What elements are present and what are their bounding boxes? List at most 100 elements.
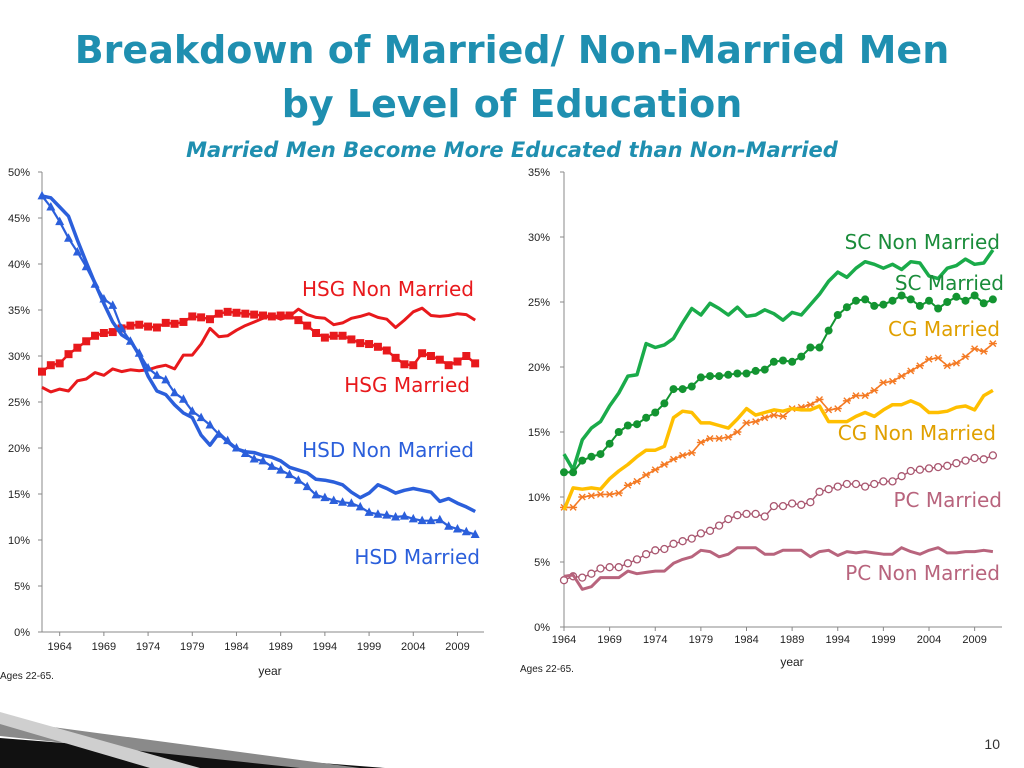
- right-point-cg-married: [988, 340, 997, 348]
- right-point-sc-married: [760, 365, 769, 374]
- right-point-pc-married: [687, 534, 696, 543]
- left-point-hsg-non-married: [91, 331, 100, 340]
- left-point-hsd-married: [267, 461, 277, 470]
- right-point-sc-married: [888, 296, 897, 305]
- right-label-cg-married: CG Married: [888, 317, 1000, 341]
- left-x-tick-label: 1989: [268, 641, 292, 653]
- left-point-hsd-married: [391, 512, 401, 521]
- left-line-hsg-non-married: [41, 310, 476, 373]
- left-point-hsd-married: [435, 514, 445, 524]
- right-point-sc-married: [642, 413, 651, 422]
- right-point-sc-married: [797, 352, 806, 361]
- left-point-hsd-married: [373, 509, 383, 518]
- right-point-cg-married: [934, 354, 943, 362]
- right-line-sc-non-married: [562, 248, 995, 472]
- left-x-tick-label: 1984: [224, 641, 248, 653]
- left-x-tick-label: 1974: [136, 641, 160, 653]
- right-point-sc-married: [569, 468, 578, 477]
- left-y-tick-label: 10%: [8, 535, 30, 547]
- left-point-hsd-married: [134, 348, 144, 357]
- right-point-cg-married: [678, 451, 687, 459]
- left-point-hsg-non-married: [356, 339, 365, 348]
- left-point-hsd-married: [37, 190, 47, 200]
- right-point-pc-married: [641, 550, 651, 559]
- left-y-tick-label: 15%: [8, 489, 30, 501]
- left-point-hsg-non-married: [73, 343, 82, 352]
- left-point-hsd-married: [64, 233, 74, 242]
- right-point-pc-married: [833, 482, 842, 491]
- left-point-hsg-non-married: [135, 320, 144, 329]
- right-point-sc-married: [988, 295, 997, 304]
- left-point-hsg-non-married: [241, 309, 250, 318]
- left-point-hsd-married: [161, 374, 171, 384]
- right-chart-note: Ages 22-65.: [520, 664, 574, 675]
- right-x-tick-label: 2004: [917, 634, 941, 646]
- left-point-hsg-non-married: [117, 324, 126, 333]
- right-x-tick-label: 1969: [597, 634, 621, 646]
- right-label-pc-non-married: PC Non Married: [845, 561, 1000, 585]
- left-point-hsd-married: [470, 529, 480, 538]
- left-y-tick-label: 30%: [8, 351, 30, 363]
- right-point-cg-married: [906, 367, 915, 375]
- right-point-pc-married: [888, 477, 897, 486]
- right-point-pc-married: [651, 546, 660, 555]
- right-point-cg-married: [605, 490, 614, 498]
- left-point-hsd-married: [338, 497, 348, 506]
- left-chart-note: Ages 22-65.: [0, 671, 54, 682]
- left-point-hsd-married: [346, 498, 356, 507]
- right-point-cg-married: [696, 438, 705, 446]
- left-point-hsg-non-married: [382, 346, 391, 355]
- left-point-hsd-married: [46, 201, 56, 211]
- left-point-hsg-non-married: [285, 311, 294, 320]
- right-point-sc-married: [788, 357, 797, 366]
- right-point-pc-married: [559, 576, 569, 585]
- right-line-sc-married: [564, 294, 994, 474]
- right-point-pc-married: [988, 451, 998, 460]
- left-point-hsd-married: [417, 515, 427, 525]
- left-point-hsd-married: [452, 523, 462, 533]
- left-point-hsd-married: [320, 492, 330, 502]
- right-point-cg-married: [587, 492, 596, 500]
- right-point-pc-married: [979, 455, 988, 464]
- left-point-hsg-non-married: [391, 353, 400, 362]
- left-point-hsd-married: [249, 454, 259, 463]
- left-point-hsd-married: [170, 387, 180, 397]
- left-point-hsg-non-married: [435, 355, 444, 364]
- left-point-hsg-non-married: [471, 359, 480, 368]
- right-x-tick-label: 1979: [689, 634, 713, 646]
- left-x-tick-label: 2009: [445, 641, 469, 653]
- right-y-tick-label: 15%: [528, 427, 550, 439]
- left-line-hsg-married: [41, 306, 476, 394]
- left-point-hsd-married: [329, 495, 339, 504]
- right-point-sc-married: [614, 428, 623, 436]
- left-point-hsd-married: [90, 279, 100, 288]
- right-point-cg-married: [815, 396, 824, 403]
- right-point-pc-married: [596, 564, 605, 573]
- left-point-hsd-married: [178, 394, 188, 403]
- left-point-hsg-non-married: [267, 312, 276, 321]
- left-point-hsd-married: [125, 336, 135, 345]
- right-point-cg-married: [943, 362, 952, 370]
- right-x-axis-title: year: [780, 655, 803, 669]
- right-point-pc-married: [879, 477, 888, 486]
- right-x-tick-label: 2009: [962, 634, 986, 646]
- right-y-tick-label: 20%: [528, 362, 550, 374]
- left-point-hsd-married: [240, 448, 250, 458]
- right-point-cg-married: [797, 403, 806, 411]
- left-point-hsd-married: [258, 455, 268, 465]
- left-series-hsd-non-married: [41, 194, 477, 514]
- right-y-tick-label: 25%: [528, 297, 550, 309]
- right-point-pc-married: [605, 563, 614, 572]
- right-point-sc-married: [715, 372, 724, 381]
- left-point-hsg-non-married: [170, 319, 179, 328]
- left-point-hsd-married: [408, 513, 418, 523]
- left-point-hsg-non-married: [161, 318, 170, 327]
- right-point-cg-married: [742, 419, 751, 427]
- right-point-cg-married: [861, 392, 870, 400]
- right-point-cg-married: [596, 490, 605, 498]
- right-point-cg-married: [788, 405, 797, 413]
- right-point-pc-married: [614, 563, 623, 572]
- right-point-pc-married: [669, 539, 678, 548]
- right-point-cg-married: [623, 481, 632, 489]
- left-point-hsd-married: [364, 507, 374, 516]
